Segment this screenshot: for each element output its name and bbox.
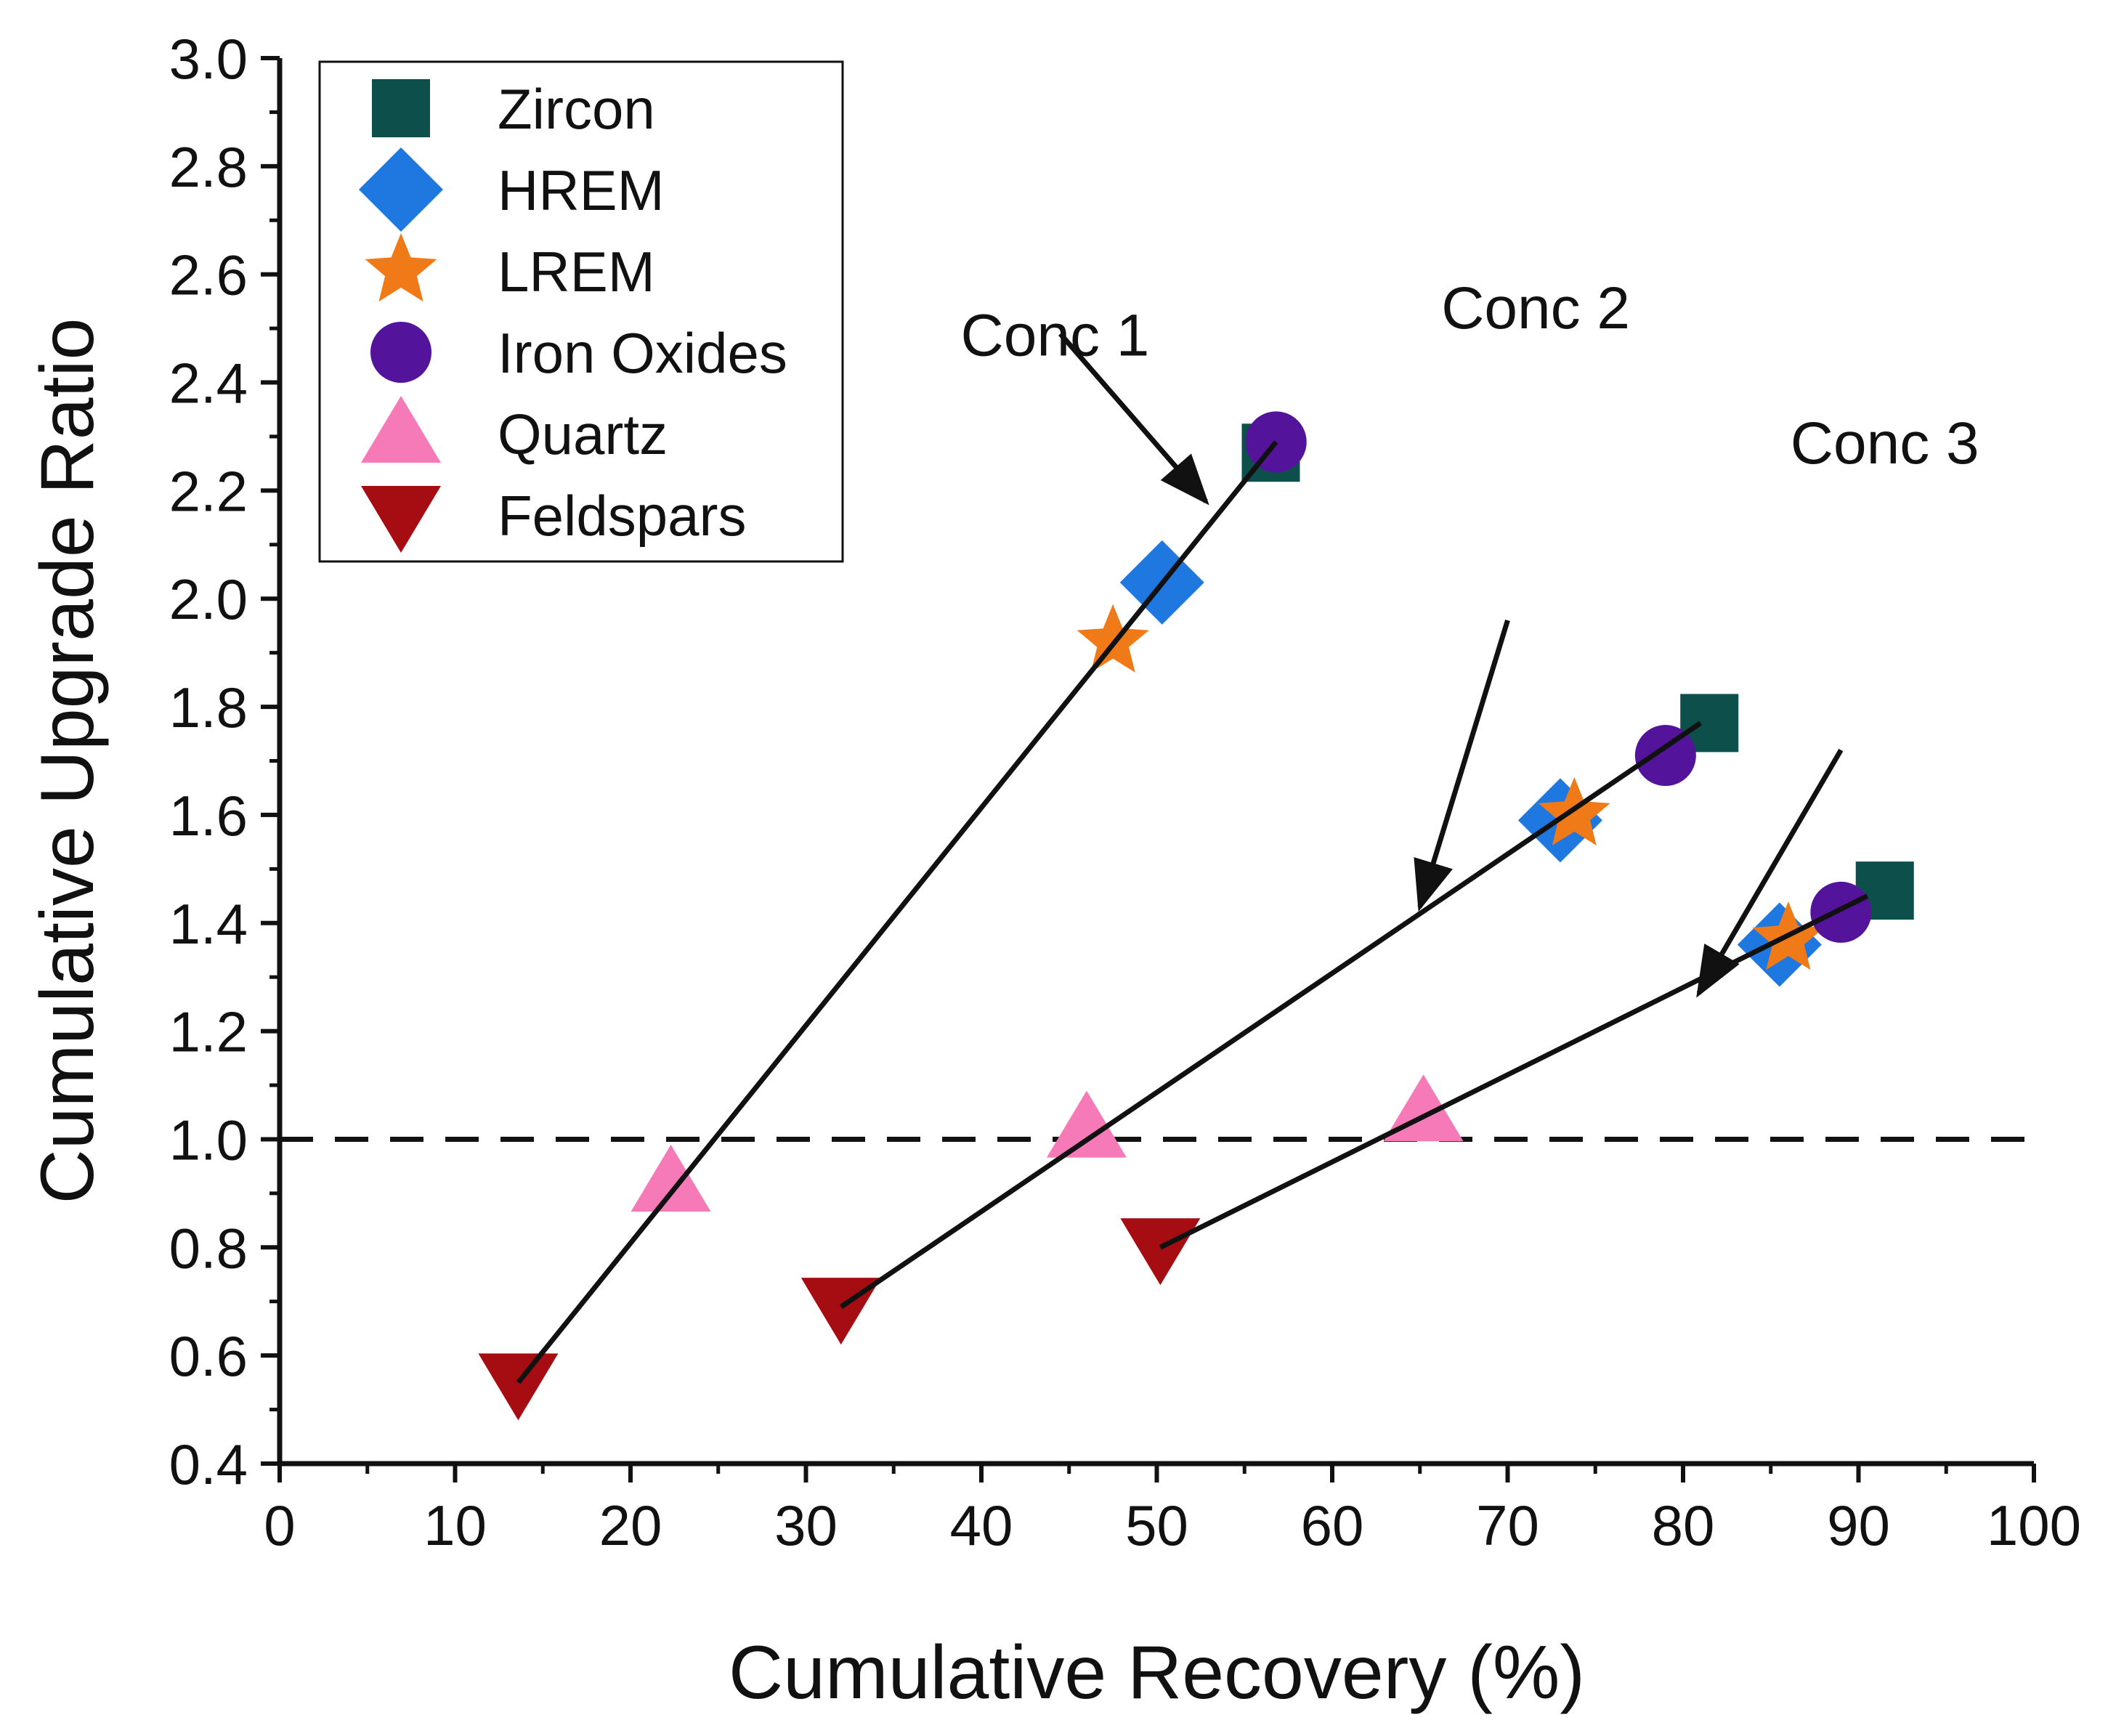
x-tick-label: 30 bbox=[774, 1493, 838, 1557]
x-axis-title: Cumulative Recovery (%) bbox=[729, 1631, 1585, 1715]
legend-label: Quartz bbox=[498, 402, 668, 466]
legend-marker-zircon bbox=[372, 79, 430, 137]
y-tick-label: 1.6 bbox=[169, 784, 248, 848]
legend-marker-quartz bbox=[361, 396, 441, 463]
y-tick-label: 2.8 bbox=[169, 135, 248, 199]
fit-line-1 bbox=[516, 440, 1278, 1384]
legend-label: Zircon bbox=[498, 77, 655, 141]
y-tick-label: 3.0 bbox=[169, 27, 248, 91]
x-tick-label: 40 bbox=[950, 1493, 1013, 1557]
x-tick-label: 90 bbox=[1827, 1493, 1890, 1557]
y-tick-label: 1.0 bbox=[169, 1108, 248, 1172]
legend-marker-lrem bbox=[365, 233, 437, 302]
data-point-feldspars bbox=[478, 1353, 559, 1421]
annotation-arrow bbox=[1058, 332, 1209, 506]
legend-label: Iron Oxides bbox=[498, 321, 787, 385]
x-tick-label: 50 bbox=[1125, 1493, 1188, 1557]
data-point-feldspars bbox=[1120, 1218, 1201, 1286]
annotation-arrow bbox=[1414, 619, 1510, 912]
legend: Zircon HREM LREM Iron Oxides Quartz Feldspars bbox=[318, 60, 844, 563]
data-point-iron-oxides bbox=[1634, 725, 1696, 787]
y-tick-label: 2.2 bbox=[169, 459, 248, 523]
annotation-arrow bbox=[1696, 748, 1844, 998]
y-tick-label: 2.4 bbox=[169, 352, 248, 415]
fit-line-3 bbox=[1159, 893, 1869, 1250]
plot-area: 0 10 20 30 40 50 60 70 80 90 100 0.4 0.6 0.8 1.0 1.2 1.4… bbox=[169, 27, 2082, 1557]
y-tick-label: 1.2 bbox=[169, 1000, 248, 1064]
annotation-label: Conc 1 bbox=[961, 302, 1150, 368]
x-tick-label: 70 bbox=[1476, 1493, 1539, 1557]
y-axis-title: Cumulative Upgrade Ratio bbox=[25, 318, 110, 1204]
data-point-lrem bbox=[1077, 604, 1149, 673]
annotation-label: Conc 3 bbox=[1791, 410, 1979, 476]
x-tick-label: 0 bbox=[264, 1493, 295, 1557]
annotation-label: Conc 2 bbox=[1441, 275, 1630, 341]
legend-box bbox=[318, 60, 844, 563]
legend-marker-iron-oxides bbox=[370, 322, 431, 383]
y-tick-label: 0.8 bbox=[169, 1216, 248, 1280]
y-tick-label: 1.4 bbox=[169, 892, 248, 956]
y-tick-label: 0.4 bbox=[169, 1432, 248, 1496]
legend-label: LREM bbox=[498, 240, 655, 304]
legend-label: Feldspars bbox=[498, 484, 746, 548]
data-point-iron-oxides bbox=[1810, 881, 1872, 943]
y-tick-label: 2.6 bbox=[169, 243, 248, 307]
legend-marker-feldspars bbox=[361, 486, 441, 553]
data-point-quartz bbox=[631, 1145, 711, 1212]
x-tick-label: 100 bbox=[1987, 1493, 2081, 1557]
x-tick-label: 20 bbox=[599, 1493, 662, 1557]
x-tick-label: 80 bbox=[1652, 1493, 1715, 1557]
fit-line-2 bbox=[839, 721, 1703, 1310]
y-tick-label: 2.0 bbox=[169, 567, 248, 631]
x-tick-label: 60 bbox=[1301, 1493, 1364, 1557]
legend-marker-hrem bbox=[359, 147, 443, 232]
y-tick-label: 1.8 bbox=[169, 676, 248, 739]
data-point-quartz bbox=[1046, 1090, 1127, 1158]
legend-label: HREM bbox=[498, 158, 665, 222]
y-tick-label: 0.6 bbox=[169, 1324, 248, 1388]
x-tick-label: 10 bbox=[423, 1493, 487, 1557]
